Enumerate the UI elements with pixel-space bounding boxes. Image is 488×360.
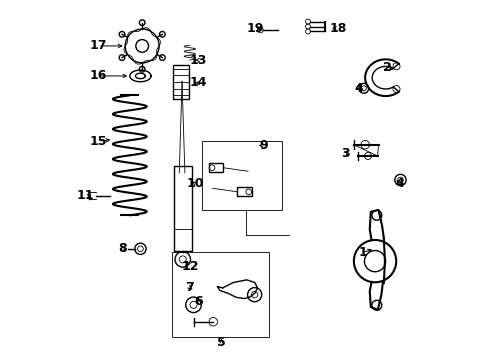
Text: 13: 13 xyxy=(189,54,206,67)
Text: 6: 6 xyxy=(194,295,203,308)
Text: 9: 9 xyxy=(259,139,268,152)
Bar xyxy=(209,163,223,172)
Text: 8: 8 xyxy=(118,242,127,255)
Text: 16: 16 xyxy=(89,69,106,82)
Text: 2: 2 xyxy=(382,60,391,73)
Text: 11: 11 xyxy=(76,189,94,202)
Text: 4: 4 xyxy=(395,177,403,190)
Bar xyxy=(172,252,269,337)
Text: 4: 4 xyxy=(354,82,363,95)
Text: 15: 15 xyxy=(89,135,106,148)
Text: 17: 17 xyxy=(89,40,106,53)
Bar xyxy=(202,141,281,210)
Bar xyxy=(173,66,189,99)
Bar xyxy=(237,188,251,196)
Text: 3: 3 xyxy=(340,147,348,160)
Text: 12: 12 xyxy=(181,260,198,273)
Text: 18: 18 xyxy=(328,22,346,35)
Text: 1: 1 xyxy=(358,246,366,259)
Text: 19: 19 xyxy=(246,22,263,35)
Text: 5: 5 xyxy=(217,336,225,349)
Bar xyxy=(174,166,191,251)
Text: 7: 7 xyxy=(185,281,194,294)
Text: 10: 10 xyxy=(186,177,203,190)
Text: 14: 14 xyxy=(189,76,206,90)
